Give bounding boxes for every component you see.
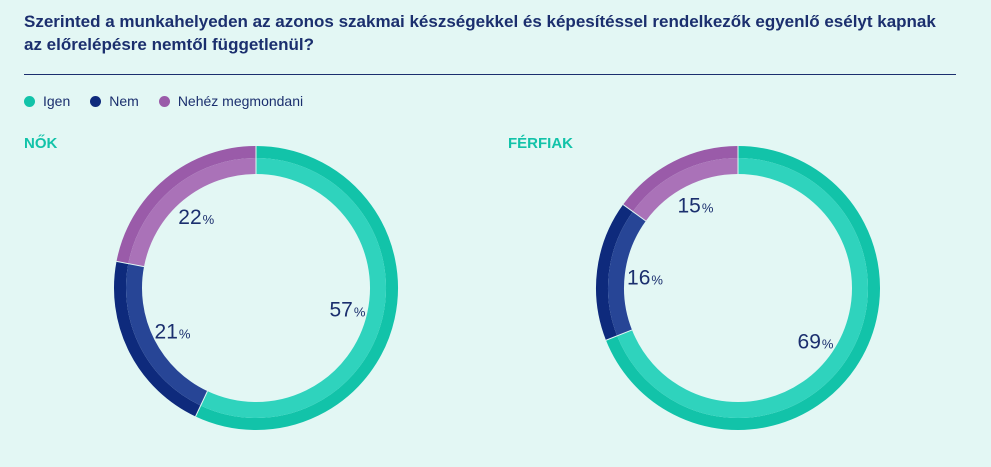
legend-label-nehez: Nehéz megmondani xyxy=(177,93,304,109)
legend-swatch-igen xyxy=(24,95,35,107)
donut-nok-label-igen: 57% xyxy=(330,298,366,321)
legend-swatch-nem xyxy=(90,95,102,107)
donut-nok-slice-nem xyxy=(114,261,201,417)
legend: Igen Nem Nehéz megmondani xyxy=(24,92,303,110)
donut-ferfiak-slice-igen xyxy=(605,146,880,430)
donut-nok-slice-igen xyxy=(195,146,398,430)
title-divider xyxy=(24,74,956,75)
donut-ferfiak-separator xyxy=(622,204,647,222)
legend-item-nehez: Nehéz megmondani xyxy=(158,93,304,109)
donut-ferfiak-slice-nehez xyxy=(623,146,739,212)
donut-nok-slice-nem-inner xyxy=(126,263,208,406)
legend-item-igen: Igen xyxy=(24,93,70,109)
panel-title-ferfiak: FÉRFIAK xyxy=(508,135,573,152)
donut-nok-slice-nehez-inner xyxy=(128,158,257,267)
donut-ferfiak-slice-nem xyxy=(596,204,633,341)
donut-ferfiak-label-igen: 69% xyxy=(798,331,834,354)
legend-label-nem: Nem xyxy=(109,93,139,109)
donut-nok-label-nehez: 22% xyxy=(178,206,214,229)
legend-label-igen: Igen xyxy=(43,93,71,109)
donut-ferfiak-slice-igen-inner xyxy=(617,158,868,418)
donut-ferfiak-label-nem: 16% xyxy=(627,266,663,289)
donut-ferfiak-slice-nehez-inner xyxy=(632,158,739,222)
donut-nok-slice-igen-inner xyxy=(200,158,386,418)
donut-ferfiak-label-nehez: 15% xyxy=(677,194,713,217)
donut-nok-slice-nehez xyxy=(116,146,257,264)
donut-nok-separator xyxy=(195,390,208,417)
page-title: Szerinted a munkahelyeden az azonos szak… xyxy=(24,12,936,54)
donut-nok-separator xyxy=(116,260,145,268)
donut-ferfiak-separator xyxy=(605,329,633,341)
donut-ferfiak-slice-nem-inner xyxy=(608,211,646,336)
legend-swatch-nehez xyxy=(158,95,170,107)
panel-title-nok: NŐK xyxy=(24,135,58,152)
legend-item-nem: Nem xyxy=(90,93,139,109)
donut-nok-label-nem: 21% xyxy=(155,321,191,344)
